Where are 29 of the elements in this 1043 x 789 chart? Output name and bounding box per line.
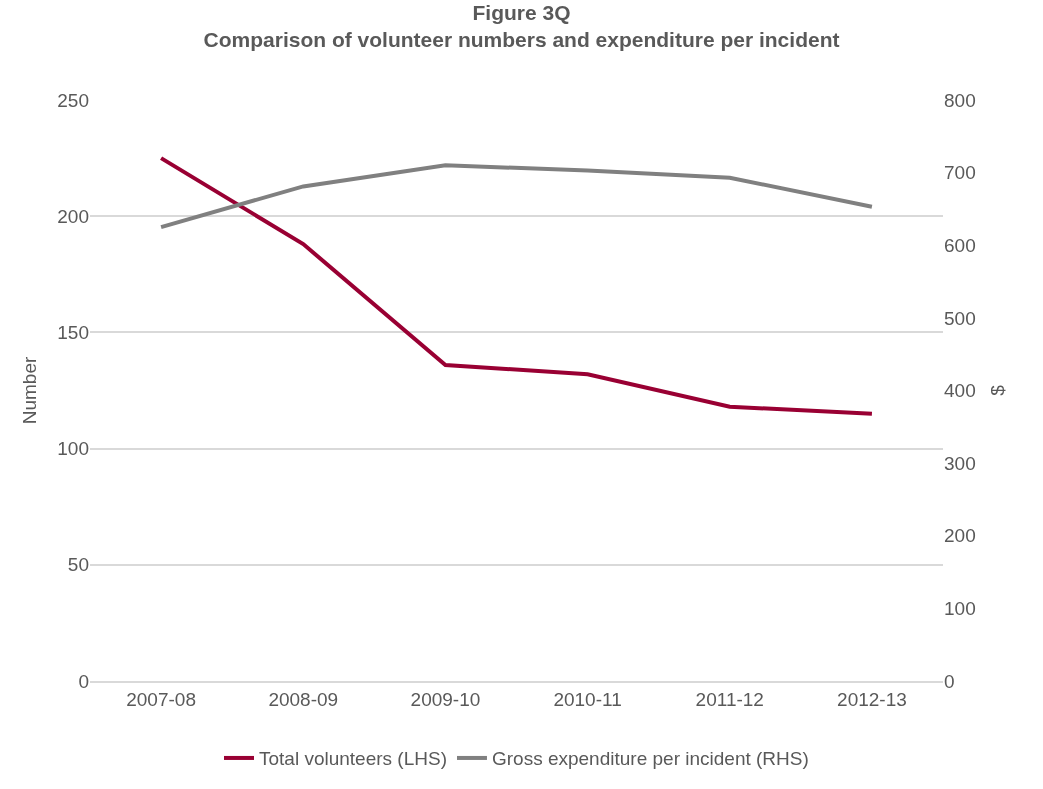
legend-label: Total volunteers (LHS) (259, 748, 447, 770)
y-tick-label: 200 (57, 205, 89, 227)
y2-tick-label: 200 (944, 525, 976, 547)
line-series (159, 163, 874, 230)
y-tick-label: 0 (78, 670, 89, 692)
x-tick-label: 2012-13 (837, 688, 907, 710)
x-tick-label: 2010-11 (553, 688, 622, 710)
y-axis-title: Number (19, 356, 41, 425)
y2-tick-label: 700 (944, 162, 976, 184)
y2-tick-label: 800 (944, 89, 976, 111)
y2-tick-label: 600 (944, 234, 976, 256)
y2-tick-label: 100 (944, 598, 976, 620)
y2-axis-title: $ (986, 384, 1008, 396)
y2-tick-label: 400 (944, 380, 976, 402)
line-series (159, 156, 874, 416)
x-tick-label: 2007-08 (126, 688, 196, 710)
y2-tick-label: 500 (944, 307, 976, 329)
y2-tick-label: 300 (944, 452, 976, 474)
legend-label: Gross expenditure per incident (RHS) (491, 748, 809, 770)
y2-tick-label: 0 (944, 670, 955, 692)
y-tick-label: 250 (57, 89, 89, 111)
y-tick-label: 50 (67, 554, 89, 576)
chart-title: Figure 3Q (472, 0, 571, 24)
x-tick-label: 2011-12 (695, 688, 764, 710)
y-tick-label: 100 (57, 438, 89, 460)
x-tick-label: 2008-09 (268, 688, 339, 710)
x-tick-label: 2009-10 (410, 688, 481, 710)
chart-subtitle: Comparison of volunteer numbers and expenditure per incident (203, 28, 840, 52)
y-tick-label: 150 (57, 322, 89, 344)
